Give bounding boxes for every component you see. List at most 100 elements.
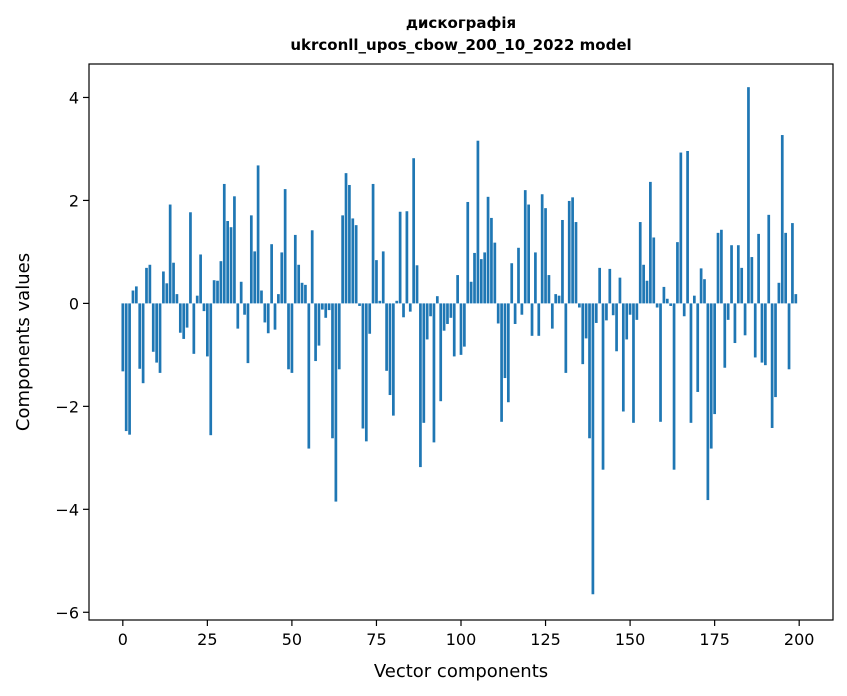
bar	[581, 303, 585, 365]
bar	[625, 303, 629, 340]
bar	[547, 275, 551, 304]
bar	[124, 303, 128, 432]
bar	[777, 282, 781, 304]
bar	[479, 259, 483, 304]
bar	[635, 303, 639, 320]
bar	[364, 303, 368, 442]
bar	[791, 223, 794, 304]
bar	[628, 303, 632, 315]
bar	[706, 303, 710, 501]
bar	[787, 303, 791, 370]
bar	[655, 303, 659, 308]
bar	[236, 303, 240, 329]
bar	[513, 303, 517, 324]
bar	[588, 303, 591, 439]
x-tick-label: 25	[197, 630, 217, 649]
bar	[168, 204, 172, 304]
bar	[371, 183, 375, 304]
bar	[442, 303, 446, 331]
bar	[212, 280, 216, 304]
bar	[405, 211, 409, 304]
bar	[652, 237, 656, 304]
bar	[503, 303, 507, 379]
bar	[463, 303, 466, 347]
bar	[486, 196, 490, 304]
bar	[720, 229, 723, 304]
bar	[324, 303, 328, 318]
x-tick-label: 0	[118, 630, 128, 649]
bar	[229, 227, 233, 304]
bar	[669, 303, 673, 306]
bar	[209, 303, 213, 436]
bar	[256, 165, 260, 304]
bar	[743, 303, 747, 336]
bar	[767, 214, 771, 304]
bar	[145, 267, 148, 304]
bar	[195, 295, 199, 304]
bar	[578, 303, 581, 308]
bar	[348, 184, 351, 304]
bar	[757, 233, 760, 304]
bar	[594, 303, 598, 323]
bar	[206, 303, 209, 357]
bar	[554, 294, 558, 304]
bar	[452, 303, 456, 357]
bar	[270, 244, 273, 304]
bar	[222, 183, 226, 304]
bar	[432, 303, 436, 443]
bar	[273, 303, 277, 330]
bar	[151, 303, 155, 352]
x-tick-label: 125	[530, 630, 561, 649]
bar	[178, 303, 182, 333]
bar	[398, 211, 402, 304]
bar	[422, 303, 426, 423]
bar	[277, 294, 280, 304]
bar	[189, 212, 192, 304]
y-tick-label: −4	[55, 500, 79, 519]
bar	[375, 260, 378, 304]
bar	[571, 197, 574, 304]
bar	[202, 303, 206, 312]
bar	[469, 281, 473, 304]
bar	[696, 303, 700, 392]
bar	[216, 280, 219, 304]
chart-subtitle: ukrconll_upos_cbow_200_10_2022 model	[290, 36, 631, 54]
bar	[645, 280, 649, 304]
bar	[249, 215, 253, 304]
bar	[239, 281, 243, 304]
bar	[175, 294, 179, 304]
bar	[402, 303, 405, 318]
bar	[500, 303, 503, 422]
bar	[598, 267, 602, 304]
bar	[155, 303, 158, 363]
plot-frame	[88, 63, 834, 621]
bar	[564, 303, 568, 373]
bar	[260, 290, 263, 304]
bar	[527, 204, 530, 304]
bar	[300, 282, 304, 304]
bar	[128, 303, 131, 435]
bar	[182, 303, 186, 339]
bar	[703, 279, 706, 304]
bar	[483, 252, 487, 304]
bar	[449, 303, 453, 318]
bar	[523, 190, 527, 304]
bar	[148, 264, 152, 304]
bar	[736, 245, 740, 304]
bar	[561, 219, 564, 304]
bar	[165, 283, 169, 304]
bar	[408, 303, 412, 312]
bar	[331, 303, 334, 439]
bar	[605, 303, 608, 321]
x-tick-label: 100	[446, 630, 477, 649]
bar	[723, 303, 727, 368]
bar	[567, 200, 571, 304]
bar	[429, 303, 432, 317]
bar	[456, 275, 459, 304]
bar	[544, 208, 547, 304]
bar	[141, 303, 145, 384]
bar	[676, 242, 679, 304]
y-axis-label: Components values	[13, 253, 34, 431]
bar	[138, 303, 142, 369]
